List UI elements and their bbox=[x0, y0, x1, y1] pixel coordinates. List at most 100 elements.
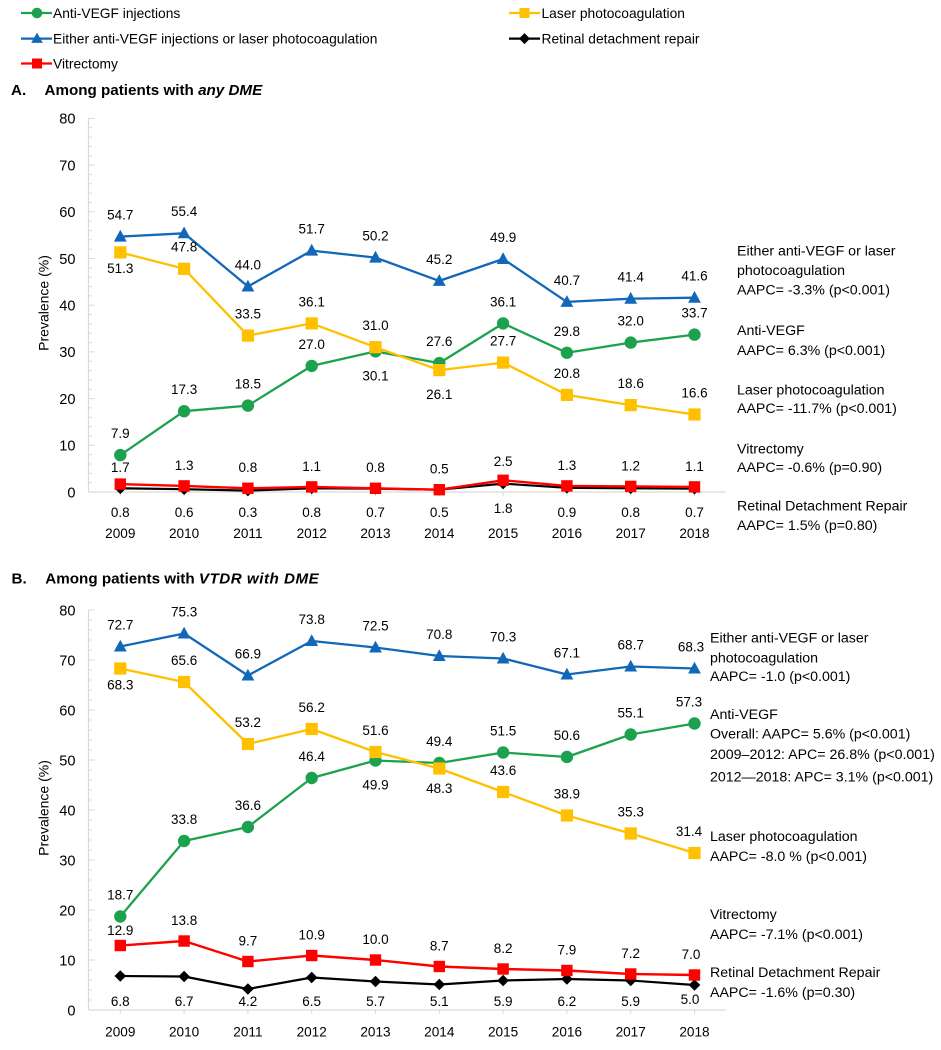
svg-text:7.9: 7.9 bbox=[558, 942, 577, 957]
svg-text:Either anti-VEGF injections or: Either anti-VEGF injections or laser pho… bbox=[53, 32, 377, 47]
svg-text:68.3: 68.3 bbox=[678, 639, 704, 654]
svg-text:AAPC= -8.0 % (p<0.001): AAPC= -8.0 % (p<0.001) bbox=[710, 849, 867, 865]
svg-text:2016: 2016 bbox=[552, 1025, 582, 1040]
svg-text:Retinal Detachment Repair: Retinal Detachment Repair bbox=[737, 498, 908, 514]
svg-text:55.4: 55.4 bbox=[171, 204, 198, 219]
svg-text:10: 10 bbox=[59, 439, 75, 455]
svg-text:0.5: 0.5 bbox=[430, 462, 449, 477]
svg-text:65.6: 65.6 bbox=[171, 653, 197, 668]
svg-text:35.3: 35.3 bbox=[618, 804, 644, 819]
svg-text:2012—2018: APC= 3.1% (p<0.001): 2012—2018: APC= 3.1% (p<0.001) bbox=[710, 770, 933, 786]
svg-text:2016: 2016 bbox=[552, 526, 582, 541]
svg-text:Retinal Detachment Repair: Retinal Detachment Repair bbox=[710, 965, 881, 981]
svg-text:Either anti-VEGF or laser: Either anti-VEGF or laser bbox=[710, 631, 869, 647]
svg-text:2012: 2012 bbox=[297, 526, 327, 541]
svg-text:6.5: 6.5 bbox=[302, 994, 321, 1009]
svg-text:Anti-VEGF: Anti-VEGF bbox=[710, 707, 778, 723]
svg-text:0.8: 0.8 bbox=[302, 505, 321, 520]
svg-text:0: 0 bbox=[67, 1003, 75, 1019]
svg-text:54.7: 54.7 bbox=[107, 208, 133, 223]
svg-text:70.8: 70.8 bbox=[426, 627, 452, 642]
svg-text:AAPC= 1.5% (p=0.80): AAPC= 1.5% (p=0.80) bbox=[737, 518, 877, 534]
svg-text:A.Among patients with any DME: A. Among patients with any DME bbox=[11, 82, 263, 99]
svg-text:2014: 2014 bbox=[424, 526, 455, 541]
svg-text:41.4: 41.4 bbox=[618, 270, 645, 285]
svg-text:68.3: 68.3 bbox=[107, 677, 133, 692]
svg-text:57.3: 57.3 bbox=[676, 694, 702, 709]
svg-text:5.0: 5.0 bbox=[681, 992, 700, 1007]
svg-text:1.3: 1.3 bbox=[558, 458, 577, 473]
svg-text:5.7: 5.7 bbox=[366, 994, 385, 1009]
svg-text:0.9: 0.9 bbox=[558, 505, 577, 520]
svg-text:Either anti-VEGF or laser: Either anti-VEGF or laser bbox=[737, 243, 896, 259]
svg-text:16.6: 16.6 bbox=[681, 385, 707, 400]
svg-text:7.2: 7.2 bbox=[621, 946, 640, 961]
svg-text:7.9: 7.9 bbox=[111, 426, 130, 441]
svg-text:6.7: 6.7 bbox=[175, 994, 194, 1009]
svg-text:56.2: 56.2 bbox=[299, 700, 325, 715]
svg-text:Laser photocoagulation: Laser photocoagulation bbox=[542, 6, 685, 21]
svg-text:B.Among patients with VTDR wit: B. Among patients with VTDR with DME bbox=[12, 571, 320, 588]
svg-text:2009: 2009 bbox=[105, 526, 135, 541]
svg-text:40: 40 bbox=[59, 803, 75, 819]
svg-text:50.2: 50.2 bbox=[362, 229, 388, 244]
svg-text:5.9: 5.9 bbox=[621, 994, 640, 1009]
svg-text:2015: 2015 bbox=[488, 526, 518, 541]
svg-text:5.9: 5.9 bbox=[494, 994, 513, 1009]
svg-text:68.7: 68.7 bbox=[618, 637, 644, 652]
svg-text:72.5: 72.5 bbox=[362, 618, 388, 633]
svg-text:73.8: 73.8 bbox=[299, 612, 325, 627]
svg-text:60: 60 bbox=[59, 205, 75, 221]
svg-text:30: 30 bbox=[59, 853, 75, 869]
svg-text:36.1: 36.1 bbox=[299, 294, 325, 309]
svg-text:Vitrectomy: Vitrectomy bbox=[710, 907, 778, 923]
svg-text:1.1: 1.1 bbox=[685, 459, 704, 474]
svg-text:4.2: 4.2 bbox=[239, 994, 258, 1009]
svg-text:20.8: 20.8 bbox=[554, 366, 580, 381]
svg-text:Retinal detachment repair: Retinal detachment repair bbox=[542, 32, 700, 47]
svg-text:70: 70 bbox=[59, 158, 75, 174]
svg-text:2017: 2017 bbox=[616, 1025, 646, 1040]
svg-text:Anti-VEGF injections: Anti-VEGF injections bbox=[53, 6, 180, 21]
svg-text:AAPC= -11.7% (p<0.001): AAPC= -11.7% (p<0.001) bbox=[737, 401, 897, 417]
svg-text:10.0: 10.0 bbox=[362, 932, 388, 947]
svg-text:70.3: 70.3 bbox=[490, 629, 516, 644]
svg-text:45.2: 45.2 bbox=[426, 252, 452, 267]
svg-text:40: 40 bbox=[59, 299, 75, 315]
svg-text:2010: 2010 bbox=[169, 526, 200, 541]
svg-text:70: 70 bbox=[59, 653, 75, 669]
svg-text:2013: 2013 bbox=[360, 526, 390, 541]
svg-text:18.7: 18.7 bbox=[107, 887, 133, 902]
svg-text:31.0: 31.0 bbox=[362, 318, 388, 333]
svg-text:10: 10 bbox=[59, 953, 75, 969]
svg-text:photocoagulation: photocoagulation bbox=[710, 650, 818, 666]
svg-text:2012: 2012 bbox=[297, 1025, 327, 1040]
svg-text:0.6: 0.6 bbox=[175, 505, 194, 520]
svg-text:Prevalence (%): Prevalence (%) bbox=[36, 255, 52, 351]
svg-text:5.1: 5.1 bbox=[430, 994, 449, 1009]
svg-text:Laser photocoagulation: Laser photocoagulation bbox=[710, 829, 858, 845]
svg-text:75.3: 75.3 bbox=[171, 604, 197, 619]
svg-text:44.0: 44.0 bbox=[235, 257, 261, 272]
svg-text:2015: 2015 bbox=[488, 1025, 518, 1040]
svg-text:Overall: AAPC= 5.6% (p<0.001): Overall: AAPC= 5.6% (p<0.001) bbox=[710, 727, 910, 743]
svg-text:47.8: 47.8 bbox=[171, 240, 197, 255]
svg-text:30.1: 30.1 bbox=[362, 368, 388, 383]
svg-text:2010: 2010 bbox=[169, 1025, 200, 1040]
svg-text:8.2: 8.2 bbox=[494, 941, 513, 956]
svg-text:27.6: 27.6 bbox=[426, 334, 452, 349]
svg-text:6.8: 6.8 bbox=[111, 994, 130, 1009]
svg-text:80: 80 bbox=[59, 112, 75, 128]
svg-text:51.3: 51.3 bbox=[107, 261, 133, 276]
svg-text:72.7: 72.7 bbox=[107, 617, 133, 632]
svg-text:48.3: 48.3 bbox=[426, 781, 452, 796]
svg-text:Vitrectomy: Vitrectomy bbox=[737, 442, 805, 458]
svg-text:2013: 2013 bbox=[360, 1025, 390, 1040]
svg-text:1.7: 1.7 bbox=[111, 460, 130, 475]
svg-text:0.8: 0.8 bbox=[366, 460, 385, 475]
svg-text:29.8: 29.8 bbox=[554, 324, 580, 339]
svg-text:80: 80 bbox=[59, 603, 75, 619]
svg-text:Prevalence (%): Prevalence (%) bbox=[36, 760, 52, 856]
svg-text:26.1: 26.1 bbox=[426, 387, 452, 402]
svg-text:30: 30 bbox=[59, 345, 75, 361]
